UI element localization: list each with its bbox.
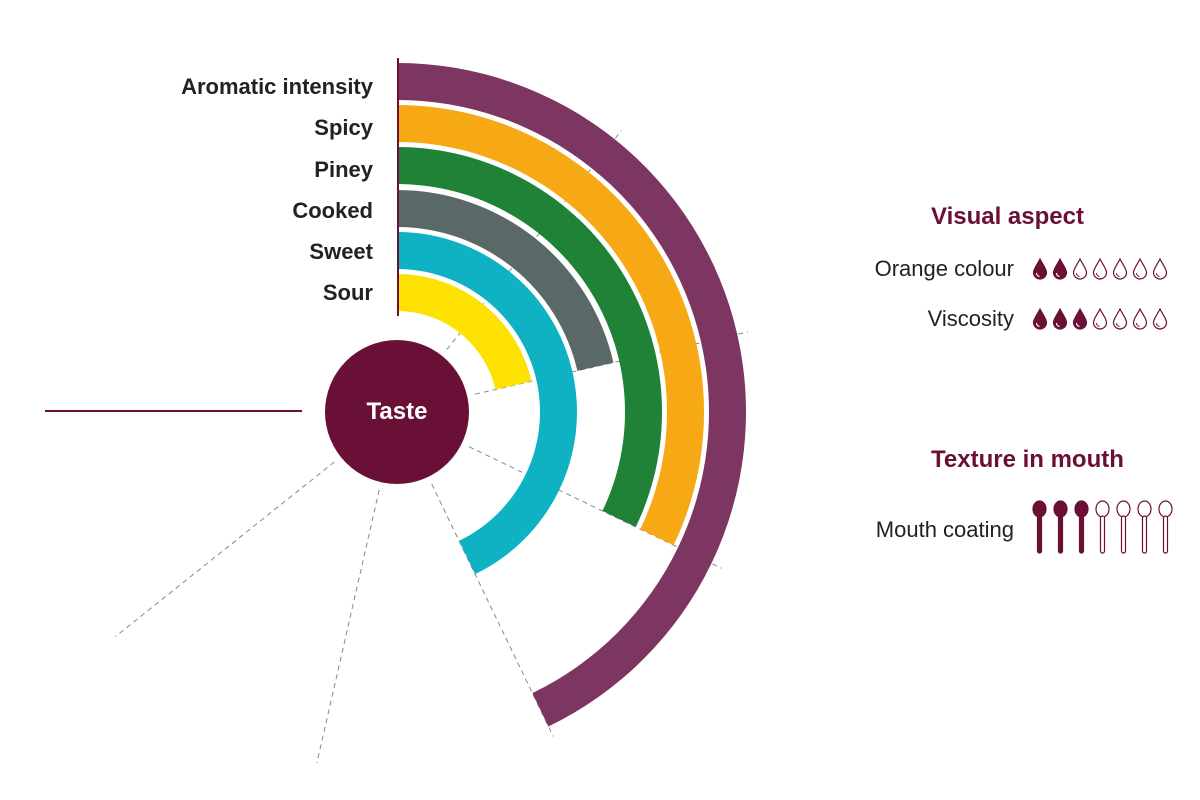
category-label-piney: Piney (314, 157, 373, 182)
spoon-icon (1158, 500, 1173, 554)
category-label-aromatic: Aromatic intensity (181, 74, 373, 99)
drop-icon (1152, 258, 1168, 280)
drop-icon (1092, 308, 1108, 330)
orange-colour-rating (1032, 258, 1168, 280)
spoon-icon (1074, 500, 1089, 554)
spoon-icon (1053, 500, 1068, 554)
arc-cooked (397, 190, 614, 371)
category-label-sour: Sour (322, 280, 373, 305)
texture-title: Texture in mouth (931, 446, 1124, 473)
drop-icon (1152, 308, 1168, 330)
taste-arcs (397, 63, 746, 727)
drop-icon (1112, 308, 1128, 330)
viscosity-label: Viscosity (927, 306, 1014, 331)
viscosity-rating (1032, 308, 1168, 330)
mouth-coating-label: Mouth coating (875, 517, 1014, 542)
grid-line (115, 461, 335, 637)
grid-line (316, 489, 380, 764)
category-label-sweet: Sweet (309, 239, 373, 264)
drop-icon (1072, 308, 1088, 330)
arc-piney (397, 147, 662, 527)
drop-icon (1032, 258, 1048, 280)
spoon-icon (1095, 500, 1110, 554)
drop-icon (1132, 258, 1148, 280)
category-label-spicy: Spicy (314, 115, 373, 140)
grid-line (468, 446, 722, 569)
center-label: Taste (366, 398, 428, 425)
visual-aspect-title: Visual aspect (931, 203, 1084, 230)
arc-sour (397, 274, 532, 390)
spoon-icon (1032, 500, 1047, 554)
drop-icon (1112, 258, 1128, 280)
grid-line (474, 331, 749, 395)
grid-line (431, 483, 554, 737)
drop-icon (1052, 308, 1068, 330)
spoon-icon (1137, 500, 1152, 554)
arc-aromatic-intensity (397, 63, 746, 727)
orange-colour-label: Orange colour (874, 256, 1014, 281)
arc-sweet (397, 232, 577, 575)
category-label-cooked: Cooked (292, 198, 373, 223)
drop-icon (1032, 308, 1048, 330)
drop-icon (1092, 258, 1108, 280)
arc-spicy (397, 105, 704, 546)
spoon-icon (1116, 500, 1131, 554)
drop-icon (1132, 308, 1148, 330)
drop-icon (1052, 258, 1068, 280)
center-circle (325, 340, 469, 484)
mouth-coating-rating (1031, 500, 1174, 554)
drop-icon (1072, 258, 1088, 280)
